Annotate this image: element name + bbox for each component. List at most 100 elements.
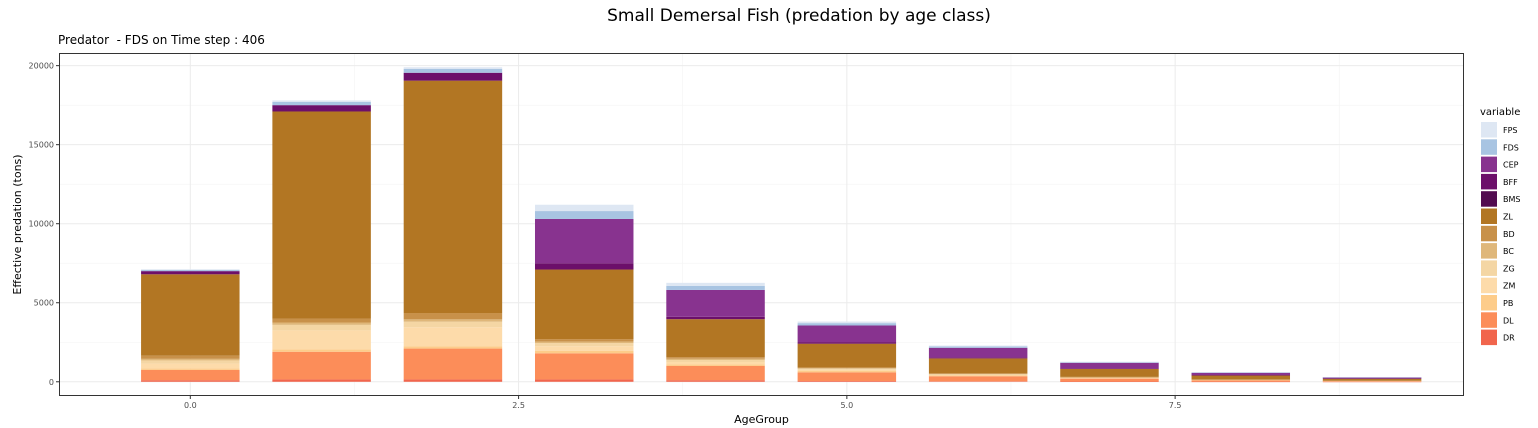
legend-item-dr: DR (1481, 329, 1515, 346)
bar-segment-dl (666, 365, 765, 381)
bar-segment-pb (272, 349, 371, 352)
bar-segment-bff (1322, 378, 1422, 379)
legend-label: CEP (1503, 161, 1519, 170)
legend-item-pb: PB (1481, 295, 1513, 311)
legend-key (1481, 243, 1497, 259)
bar-segment-bff (1191, 375, 1291, 376)
bar-segment-bd (928, 373, 1028, 374)
bar-segment-zg (928, 374, 1028, 375)
x-axis-title: AgeGroup (734, 413, 789, 426)
bar-segment-dl (797, 372, 897, 381)
legend-key (1481, 122, 1497, 138)
bar-segment-zl (141, 274, 240, 356)
legend-label: BFF (1503, 178, 1518, 187)
bar-segment-cep (928, 347, 1028, 358)
legend-item-dl: DL (1481, 312, 1514, 328)
bar-segment-fps (928, 345, 1028, 347)
legend-key (1481, 225, 1497, 242)
bar-segment-bd (1060, 376, 1159, 378)
bar-segment-fps (1060, 361, 1159, 363)
legend-label: DR (1503, 334, 1515, 343)
y-tick-label: 5000 (34, 299, 54, 308)
x-axis: 0.0 2.5 5.0 7.5 (184, 396, 1181, 410)
legend-key (1481, 260, 1497, 276)
bar-segment-cep (1191, 372, 1291, 376)
bar-segment-bff (534, 263, 634, 270)
bar-segment-zm (666, 362, 765, 365)
bar-segment-fds (797, 323, 897, 326)
legend-label: DL (1503, 316, 1514, 325)
bar-segment-dl (928, 376, 1028, 382)
bar-segment-fds (272, 102, 371, 106)
bar-segment-pb (141, 368, 240, 370)
bar-segment-dl (534, 353, 634, 380)
bar-segment-bff (141, 271, 240, 275)
bar-segment-pb (928, 375, 1028, 377)
bar-segment-bc (403, 319, 503, 322)
bar-segment-dr (272, 379, 371, 382)
bar-segment-bc (1060, 377, 1159, 378)
bar-stacks (141, 67, 1422, 383)
legend-item-bff: BFF (1481, 173, 1518, 190)
bar-segment-bc (141, 358, 240, 361)
bar-segment-zg (797, 368, 897, 370)
bar-segment-pb (797, 371, 897, 373)
bar-stack-1 (272, 100, 371, 382)
bar-segment-fps (272, 100, 371, 102)
bar-segment-fps (403, 67, 503, 69)
bar-segment-dr (141, 380, 240, 382)
bar-segment-cep (797, 325, 897, 343)
bar-segment-dr (928, 381, 1028, 382)
bar-segment-bd (1322, 380, 1422, 381)
bar-segment-bd (534, 339, 634, 342)
bar-stack-2 (403, 67, 503, 382)
bar-segment-zm (403, 327, 503, 347)
y-tick-label: 20000 (29, 62, 54, 71)
bar-segment-zm (797, 369, 897, 372)
bar-segment-fds (666, 285, 765, 290)
bar-segment-dr (1060, 381, 1159, 382)
bar-segment-bc (534, 341, 634, 344)
x-tick-label: 5.0 (840, 401, 853, 410)
bar-segment-bc (928, 373, 1028, 375)
bar-segment-zl (1322, 378, 1422, 381)
bar-segment-fps (141, 269, 240, 270)
bar-segment-bd (141, 355, 240, 359)
x-tick-label: 0.0 (184, 401, 197, 410)
bar-segment-cep (534, 218, 634, 264)
bar-segment-bd (272, 318, 371, 323)
bar-segment-dl (403, 348, 503, 380)
bar-segment-cep (1060, 362, 1159, 369)
bar-stack-3 (534, 204, 634, 382)
bar-segment-zl (272, 111, 371, 319)
bar-segment-zg (272, 324, 371, 331)
legend-item-fds: FDS (1481, 139, 1519, 155)
legend-label: PB (1503, 299, 1513, 308)
bar-segment-dl (141, 369, 240, 381)
bar-segment-zm (928, 374, 1028, 376)
bar-stack-8 (1191, 372, 1291, 383)
bar-segment-bff (928, 357, 1028, 359)
bar-segment-pb (534, 350, 634, 354)
bar-segment-dl (1060, 378, 1159, 382)
legend-label: BMS (1503, 195, 1520, 204)
legend-item-bms: BMS (1481, 191, 1520, 207)
legend-label: ZL (1503, 213, 1513, 222)
x-tick-label: 2.5 (512, 401, 525, 410)
legend-item-zm: ZM (1481, 277, 1515, 294)
bar-segment-bc (666, 358, 765, 360)
legend-title: variable (1480, 107, 1520, 118)
bar-segment-bc (797, 368, 897, 369)
bar-segment-dr (666, 380, 765, 382)
bar-stack-5 (797, 321, 897, 382)
y-axis: 0 5000 10000 15000 20000 (29, 62, 59, 387)
bar-segment-bff (666, 316, 765, 320)
bar-segment-zl (928, 358, 1028, 374)
bar-segment-fps (1191, 372, 1291, 373)
bar-segment-bff (797, 342, 897, 344)
bar-segment-fps (1322, 377, 1422, 378)
bar-segment-dl (272, 351, 371, 380)
legend-label: ZM (1503, 282, 1515, 291)
legend-item-cep: CEP (1481, 156, 1519, 173)
bar-segment-bff (272, 105, 371, 112)
